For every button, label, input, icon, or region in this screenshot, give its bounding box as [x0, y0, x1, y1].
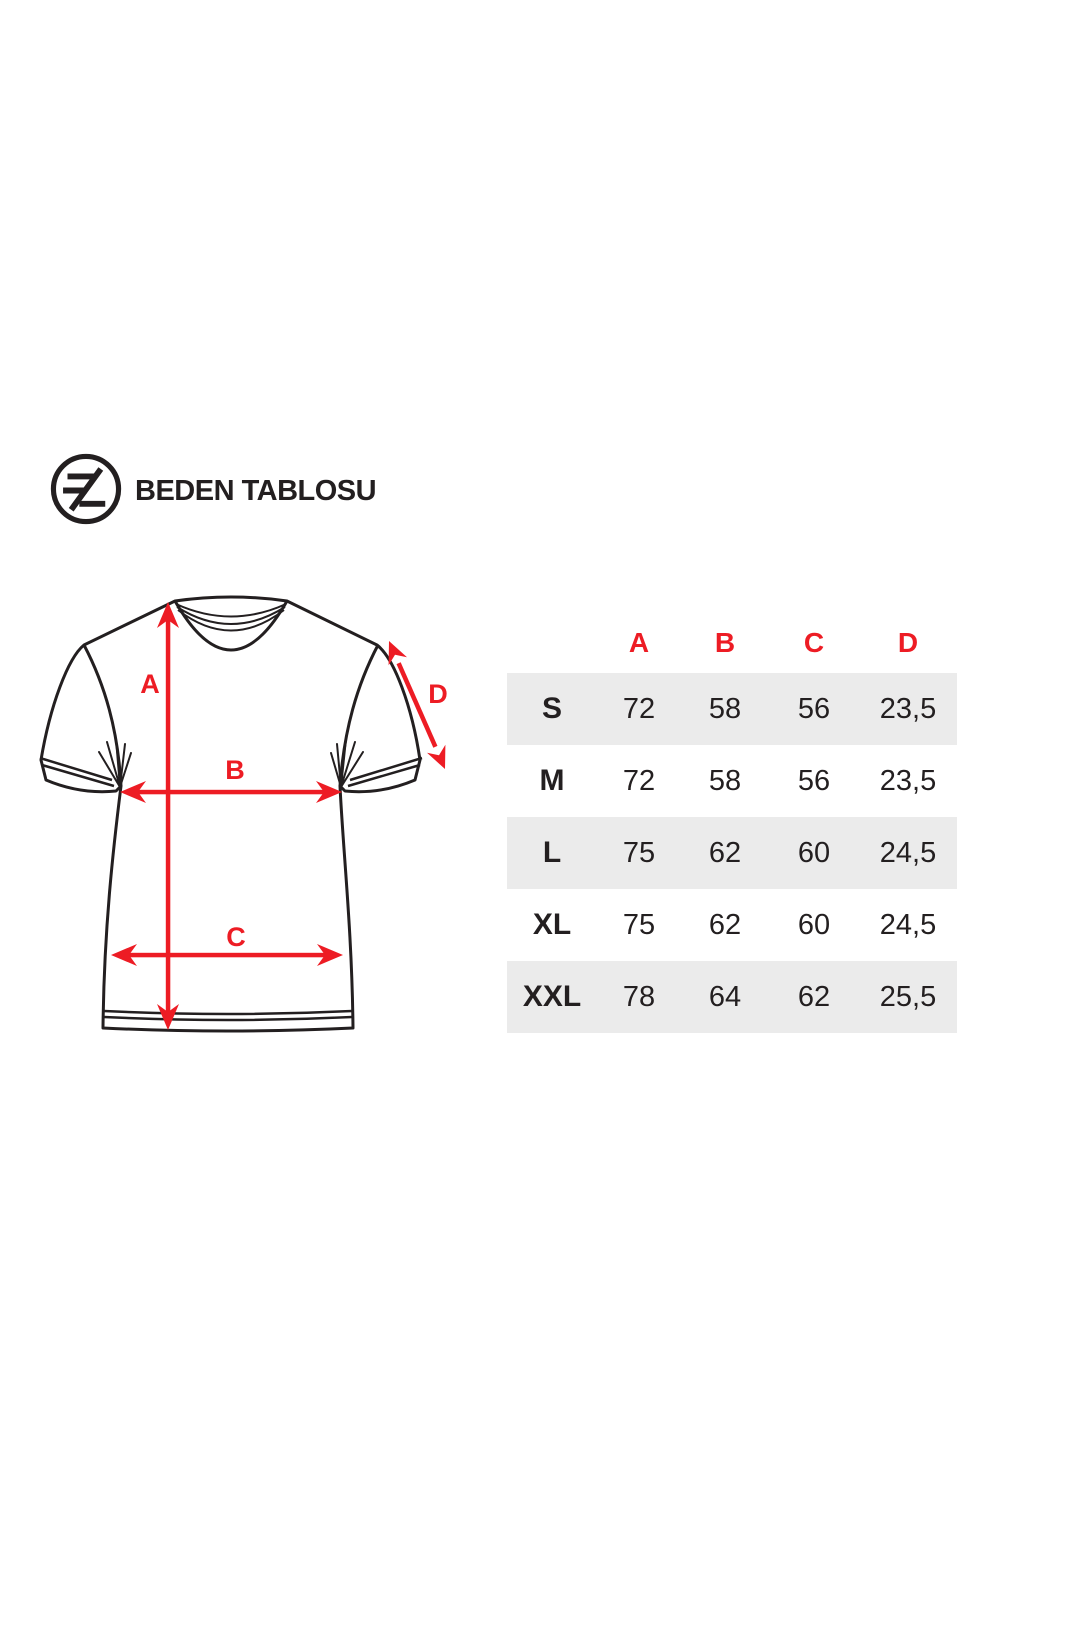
page-title: BEDEN TABLOSU: [135, 474, 377, 507]
armpit-crease-marks: [98, 738, 364, 788]
value-a: 78: [622, 980, 656, 1013]
brand-header: BEDEN TABLOSU: [49, 452, 377, 526]
value-d: 23,5: [879, 692, 937, 725]
table-row-xxl: XXL 78 64 62 25,5: [507, 961, 957, 1033]
size-label: XXL: [522, 980, 582, 1013]
z-monogram-logo-icon: [50, 453, 122, 525]
measure-arrow-a: A: [140, 602, 179, 1030]
value-a: 75: [622, 836, 656, 869]
value-c: 62: [797, 980, 831, 1013]
measure-label-a: A: [140, 669, 160, 699]
value-d: 25,5: [879, 980, 937, 1013]
measure-arrow-b: B: [120, 755, 342, 803]
column-header-a: A: [628, 627, 650, 658]
table-row-l: L 75 62 60 24,5: [507, 817, 957, 889]
value-b: 62: [708, 836, 742, 869]
value-a: 72: [622, 692, 656, 725]
column-header-c: C: [803, 627, 825, 658]
table-row-s: S 72 58 56 23,5: [507, 673, 957, 745]
value-b: 62: [708, 908, 742, 941]
measure-arrow-c: C: [111, 922, 343, 966]
measure-label-d: D: [428, 679, 448, 709]
size-label: S: [541, 692, 562, 725]
value-a: 72: [622, 764, 656, 797]
table-row-m: M 72 58 56 23,5: [507, 745, 957, 817]
table-row-xl: XL 75 62 60 24,5: [507, 889, 957, 961]
value-c: 56: [797, 692, 831, 725]
size-label: L: [542, 836, 562, 869]
value-d: 23,5: [879, 764, 937, 797]
column-header-b: B: [714, 627, 736, 658]
size-table: A B C D S 72 58 56 23,5 M 72 58 56 23,5 …: [507, 600, 957, 1033]
value-b: 64: [708, 980, 742, 1013]
value-c: 56: [797, 764, 831, 797]
tshirt-outline: [39, 595, 422, 1033]
value-c: 60: [797, 908, 831, 941]
measure-label-c: C: [226, 922, 246, 952]
value-a: 75: [622, 908, 656, 941]
size-label: XL: [532, 908, 572, 941]
tshirt-seam-details: [39, 600, 423, 1022]
value-b: 58: [708, 764, 742, 797]
value-c: 60: [797, 836, 831, 869]
value-d: 24,5: [879, 836, 937, 869]
size-label: M: [539, 764, 565, 797]
measure-arrow-d: D: [388, 641, 448, 769]
tshirt-measurement-diagram: A B C D: [39, 595, 448, 1033]
measure-label-b: B: [225, 755, 245, 785]
table-header-row: A B C D: [507, 600, 957, 673]
column-header-d: D: [897, 627, 919, 658]
value-b: 58: [708, 692, 742, 725]
value-d: 24,5: [879, 908, 937, 941]
